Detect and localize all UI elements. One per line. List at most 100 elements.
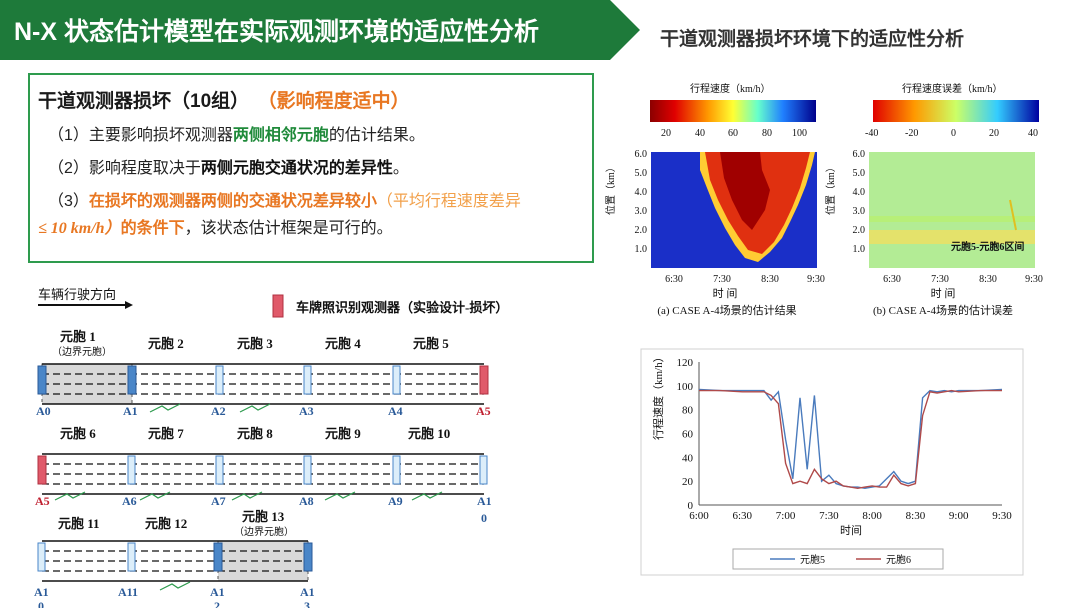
detector-a10-3 (37, 542, 46, 572)
info-line-3: （3）在损坏的观测器两侧的交通状况差异较小（平均行程速度差异 (48, 187, 521, 211)
heatmap-b: 行程速度误差（km/h） -40 -20 0 20 40 元胞5-元胞6区间 6… (824, 82, 1043, 317)
cell-label-13: 元胞 13 (242, 509, 285, 524)
y-tick-label: 80 (682, 405, 694, 417)
det-label-a12: A1 (210, 585, 225, 599)
hb-y-6: 6.0 (853, 149, 866, 160)
info-line-2-post: 。 (392, 160, 409, 177)
det-label-a13: A1 (300, 585, 315, 599)
chart-ylabel: 行程速度（km/h） (651, 351, 665, 440)
cell-label-11: 元胞 11 (58, 516, 100, 531)
info-line-1-post: 的估计结果。 (328, 127, 425, 144)
heatmap-a-ylabel: 位置（km） (604, 162, 617, 215)
ha-x-930: 9:30 (807, 274, 825, 285)
chart-legend (732, 548, 944, 570)
cell-label-2: 元胞 2 (148, 336, 184, 351)
detector-labels-row-1: A0 A1 A2 A3 A4 A5 (36, 404, 491, 418)
heatmap-a-xlabel: 时 间 (713, 287, 738, 300)
y-tick-label: 120 (677, 357, 694, 369)
info-line-3-pre: （3） (48, 193, 89, 210)
detector-labels-row-2: A5 A6 A7 A8 A9 A1 0 (35, 494, 492, 525)
ha-y-1: 1.0 (635, 244, 648, 255)
hb-y-2: 2.0 (853, 225, 866, 236)
cb-a-tick-80: 80 (762, 128, 772, 139)
info-line-4-highlight: 的条件下 (120, 220, 185, 237)
chart-frame (640, 348, 1024, 576)
det-label-a10-3-sub: 0 (38, 599, 44, 608)
heatmap-b-haze (869, 152, 1035, 268)
detector-a8 (303, 455, 312, 485)
heatmap-b-error-band (869, 230, 1035, 244)
cell-label-1: 元胞 1 (60, 329, 96, 344)
det-label-a9: A9 (388, 494, 403, 508)
det-label-a10-sub: 0 (481, 511, 487, 525)
cell-label-4: 元胞 4 (325, 336, 361, 351)
info-line-3-highlight: 在损坏的观测器两侧的交通状况差异较小 (88, 193, 377, 210)
detector-a0 (37, 365, 47, 395)
lane-markings-3 (42, 550, 308, 572)
title-banner-shape (0, 0, 640, 60)
detector-a2 (215, 365, 224, 395)
det-label-a1: A1 (123, 404, 138, 418)
colorbar-a (650, 100, 816, 122)
cell-label-8: 元胞 8 (237, 426, 273, 441)
info-line-1-highlight: 两侧相邻元胞 (232, 127, 329, 144)
info-line-2-pre: （2）影响程度取决于 (48, 160, 201, 177)
heatmap-b-xticks: 6:30 7:30 8:30 9:30 (883, 274, 1043, 285)
x-tick-label: 7:30 (819, 510, 839, 522)
x-tick-label: 8:30 (906, 510, 926, 522)
heatmap-a-xticks: 6:30 7:30 8:30 9:30 (665, 274, 825, 285)
x-tick-label: 6:30 (733, 510, 753, 522)
cb-b-tick-m40: -40 (865, 128, 878, 139)
speed-line-chart: 0 20 40 60 80 100 120 6:00 6:30 7:00 7:30 8:00 8:30… (640, 348, 1024, 576)
det-label-a4: A4 (388, 404, 403, 418)
y-tick-label: 0 (688, 500, 694, 512)
x-tick-label: 9:00 (949, 510, 969, 522)
title-banner (0, 0, 640, 60)
det-label-a13-sub: 3 (304, 599, 310, 608)
signal-marks-2 (54, 491, 443, 501)
chart-y-ticks: 0 20 40 60 80 100 120 (677, 357, 694, 512)
cell-label-9: 元胞 9 (325, 426, 361, 441)
cell-labels-row-2: 元胞 6 元胞 7 元胞 8 元胞 9 元胞 10 (60, 426, 450, 441)
impact-label: （影响程度适中） (267, 91, 410, 112)
lane-diagram: 车辆行驶方向 车牌照识别观测器（实验设计-损坏） 元胞 1 元胞 2 元胞 3 … (34, 287, 508, 608)
cell-label-10: 元胞 10 (408, 426, 450, 441)
detectors-row-1 (37, 365, 489, 395)
colorbar-b-title: 行程速度误差（km/h） (902, 82, 1003, 95)
hb-x-830: 8:30 (979, 274, 997, 285)
detector-a9 (392, 455, 401, 485)
info-line-4-post: ，该状态估计框架是可行的。 (184, 220, 393, 237)
heatmap-a-yticks: 6.0 5.0 4.0 3.0 2.0 1.0 (635, 149, 648, 255)
chart-x-ticks: 6:00 6:30 7:00 7:30 8:00 8:30 9:00 9:30 (689, 510, 1012, 522)
info-heading-text: 干道观测器损坏（10组） (38, 91, 250, 112)
colorbar-a-ticks: 20 40 60 80 100 (661, 128, 807, 139)
legend-detector-icon (272, 294, 284, 318)
heatmap-a-core (720, 152, 770, 230)
colorbar-a-title: 行程速度（km/h） (690, 82, 771, 95)
cb-a-tick-20: 20 (661, 128, 671, 139)
cb-b-tick-0: 0 (951, 128, 956, 139)
cell-label-6: 元胞 6 (60, 426, 96, 441)
detector-a11 (127, 542, 136, 572)
series-line-1 (698, 388, 1003, 490)
ha-y-4: 4.0 (635, 187, 648, 198)
y-tick-label: 60 (682, 429, 694, 441)
section-subtitle: 干道观测器损坏环境下的适应性分析 (660, 29, 965, 50)
detector-a13 (303, 542, 313, 572)
det-label-a3: A3 (299, 404, 314, 418)
detector-a12 (213, 542, 223, 572)
legend-label-cell5: 元胞5 (800, 554, 825, 566)
legend-label: 车牌照识别观测器（实验设计-损坏） (296, 300, 508, 315)
boundary-note-13: （边界元胞） (234, 526, 294, 538)
cell-labels-row-3: 元胞 11 元胞 12 元胞 13 (58, 509, 285, 531)
detectors-row-3 (37, 542, 313, 572)
heatmap-b-streak (1009, 199, 1017, 231)
heatmap-b-xlabel: 时 间 (931, 287, 956, 300)
detector-a5-broken-2 (37, 455, 47, 485)
info-line-4-math: ≤ 10 km/h） (38, 220, 121, 237)
ha-y-3: 3.0 (635, 206, 648, 217)
hb-x-730: 7:30 (931, 274, 949, 285)
direction-label: 车辆行驶方向 (38, 287, 116, 302)
x-tick-label: 9:30 (992, 510, 1012, 522)
x-tick-label: 6:00 (689, 510, 709, 522)
